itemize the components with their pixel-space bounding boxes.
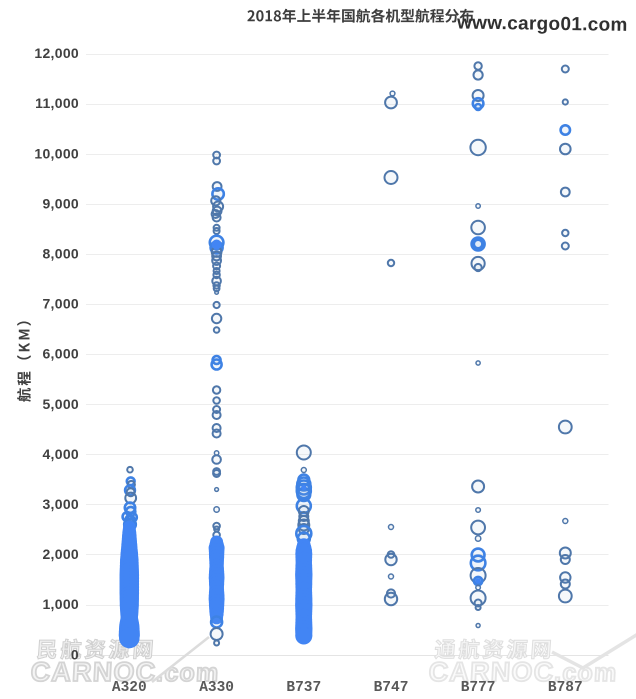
svg-text:7,000: 7,000 [42, 296, 79, 312]
svg-text:6,000: 6,000 [42, 346, 79, 362]
svg-text:A330: A330 [199, 680, 234, 696]
svg-text:11,000: 11,000 [35, 95, 79, 111]
svg-text:CARNOC.com: CARNOC.com [428, 657, 618, 687]
svg-text:B747: B747 [374, 680, 409, 696]
svg-text:3,000: 3,000 [42, 496, 79, 512]
svg-text:10,000: 10,000 [34, 145, 79, 161]
svg-text:1,000: 1,000 [42, 596, 79, 612]
svg-text:B777: B777 [461, 680, 496, 696]
svg-text:2,000: 2,000 [42, 546, 79, 562]
svg-text:B737: B737 [286, 680, 321, 696]
svg-text:4,000: 4,000 [42, 446, 79, 462]
svg-text:www.cargo01.com: www.cargo01.com [456, 12, 628, 35]
svg-text:0: 0 [71, 646, 79, 662]
svg-text:12,000: 12,000 [34, 45, 79, 61]
svg-text:9,000: 9,000 [42, 195, 79, 211]
svg-text:CARNOC.com: CARNOC.com [30, 657, 220, 687]
svg-text:A320: A320 [112, 680, 147, 696]
svg-text:5,000: 5,000 [42, 396, 79, 412]
svg-text:B787: B787 [548, 680, 583, 696]
svg-text:8,000: 8,000 [42, 246, 79, 262]
